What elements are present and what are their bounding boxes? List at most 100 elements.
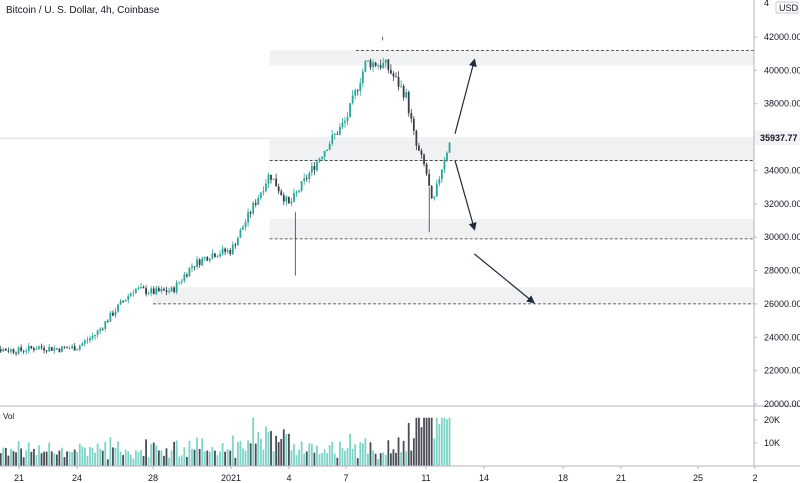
volume-bar: [395, 452, 397, 466]
volume-bar: [68, 451, 71, 466]
candle: [163, 288, 165, 291]
candle: [372, 62, 374, 68]
candle: [63, 346, 66, 348]
candle: [259, 192, 262, 198]
volume-bar: [147, 457, 150, 466]
volume-bar: [219, 451, 221, 466]
candle: [295, 191, 298, 194]
candle: [341, 122, 344, 127]
candle: [32, 348, 35, 351]
candle: [433, 196, 436, 199]
candle: [101, 328, 104, 330]
volume-bar: [420, 427, 423, 466]
candle: [178, 282, 181, 284]
candle: [86, 340, 89, 342]
volume-bar: [316, 445, 318, 466]
x-tick-label: 24: [72, 473, 82, 483]
volume-bar: [7, 455, 10, 466]
candles: [0, 37, 451, 356]
volume-bar: [369, 442, 372, 466]
candle: [242, 227, 244, 230]
candle: [91, 336, 94, 339]
currency-badge[interactable]: [775, 1, 799, 14]
volume-bar: [321, 452, 323, 466]
volume-bar: [122, 454, 125, 466]
candle: [81, 343, 84, 346]
volume-bar: [208, 451, 211, 466]
candle: [254, 202, 257, 205]
candle: [310, 165, 313, 173]
candle: [420, 150, 423, 155]
y-tick-label: 40000.00: [764, 65, 800, 75]
volume-tick-label: 20K: [764, 415, 780, 425]
y-tick-label: 22000.00: [764, 366, 800, 376]
volume-bar: [252, 417, 255, 466]
candle: [198, 259, 201, 266]
candle: [168, 291, 170, 293]
candle: [265, 183, 267, 192]
candle: [15, 352, 17, 354]
candle: [196, 259, 198, 267]
candle: [395, 76, 397, 78]
candle: [346, 117, 349, 121]
volume-bar: [336, 457, 339, 466]
volume-bar: [53, 453, 56, 466]
volume-tick-label: 10K: [764, 438, 780, 448]
candle: [384, 59, 387, 63]
volume-bar: [27, 442, 30, 466]
candle: [150, 288, 153, 294]
candle: [303, 178, 306, 182]
y-tick-label: 20000.00: [764, 399, 800, 409]
volume-bar: [132, 458, 135, 466]
candle: [73, 346, 76, 351]
candle: [249, 212, 252, 214]
volume-bar: [382, 452, 385, 466]
candle: [405, 92, 408, 98]
candle: [423, 154, 425, 165]
volume-bar: [45, 451, 48, 466]
x-tick-label: 18: [558, 473, 568, 483]
candle: [402, 85, 405, 98]
volume-bar: [277, 442, 280, 466]
y-tick-label-clipped: 4: [764, 0, 769, 8]
volume-bar: [303, 453, 306, 466]
candle: [40, 346, 43, 348]
volume-bar: [364, 438, 367, 466]
candle: [30, 345, 33, 349]
candle: [298, 190, 300, 192]
candle: [12, 349, 15, 353]
candle: [333, 133, 336, 135]
candle: [96, 330, 99, 336]
zone-band: [269, 50, 754, 66]
volume-bar: [150, 443, 153, 466]
volume-bar: [259, 438, 262, 466]
candle: [124, 299, 127, 302]
currency-label: USD: [779, 3, 799, 13]
zone-band: [153, 287, 754, 304]
volume-bar: [155, 445, 158, 466]
volume-bar: [101, 450, 104, 466]
volume-bar: [310, 443, 313, 466]
volume-bar: [4, 447, 7, 466]
volume-bar: [78, 443, 81, 466]
volume-bar: [326, 453, 329, 466]
volume-bar: [333, 453, 336, 466]
volume-bar: [193, 449, 196, 466]
zones: [153, 50, 754, 304]
volume-bar: [249, 443, 252, 466]
candle: [112, 312, 114, 316]
candle: [55, 348, 58, 350]
volume-bar: [22, 457, 25, 466]
candle: [252, 202, 255, 214]
volume-bar: [91, 447, 94, 466]
candle: [326, 149, 329, 151]
candle: [328, 143, 331, 150]
candle: [119, 301, 122, 305]
volume-bar: [265, 426, 267, 466]
volume-bar: [63, 457, 66, 466]
volume-bar: [48, 442, 51, 466]
candle: [94, 335, 96, 337]
candle: [349, 103, 351, 118]
candle: [382, 62, 385, 68]
